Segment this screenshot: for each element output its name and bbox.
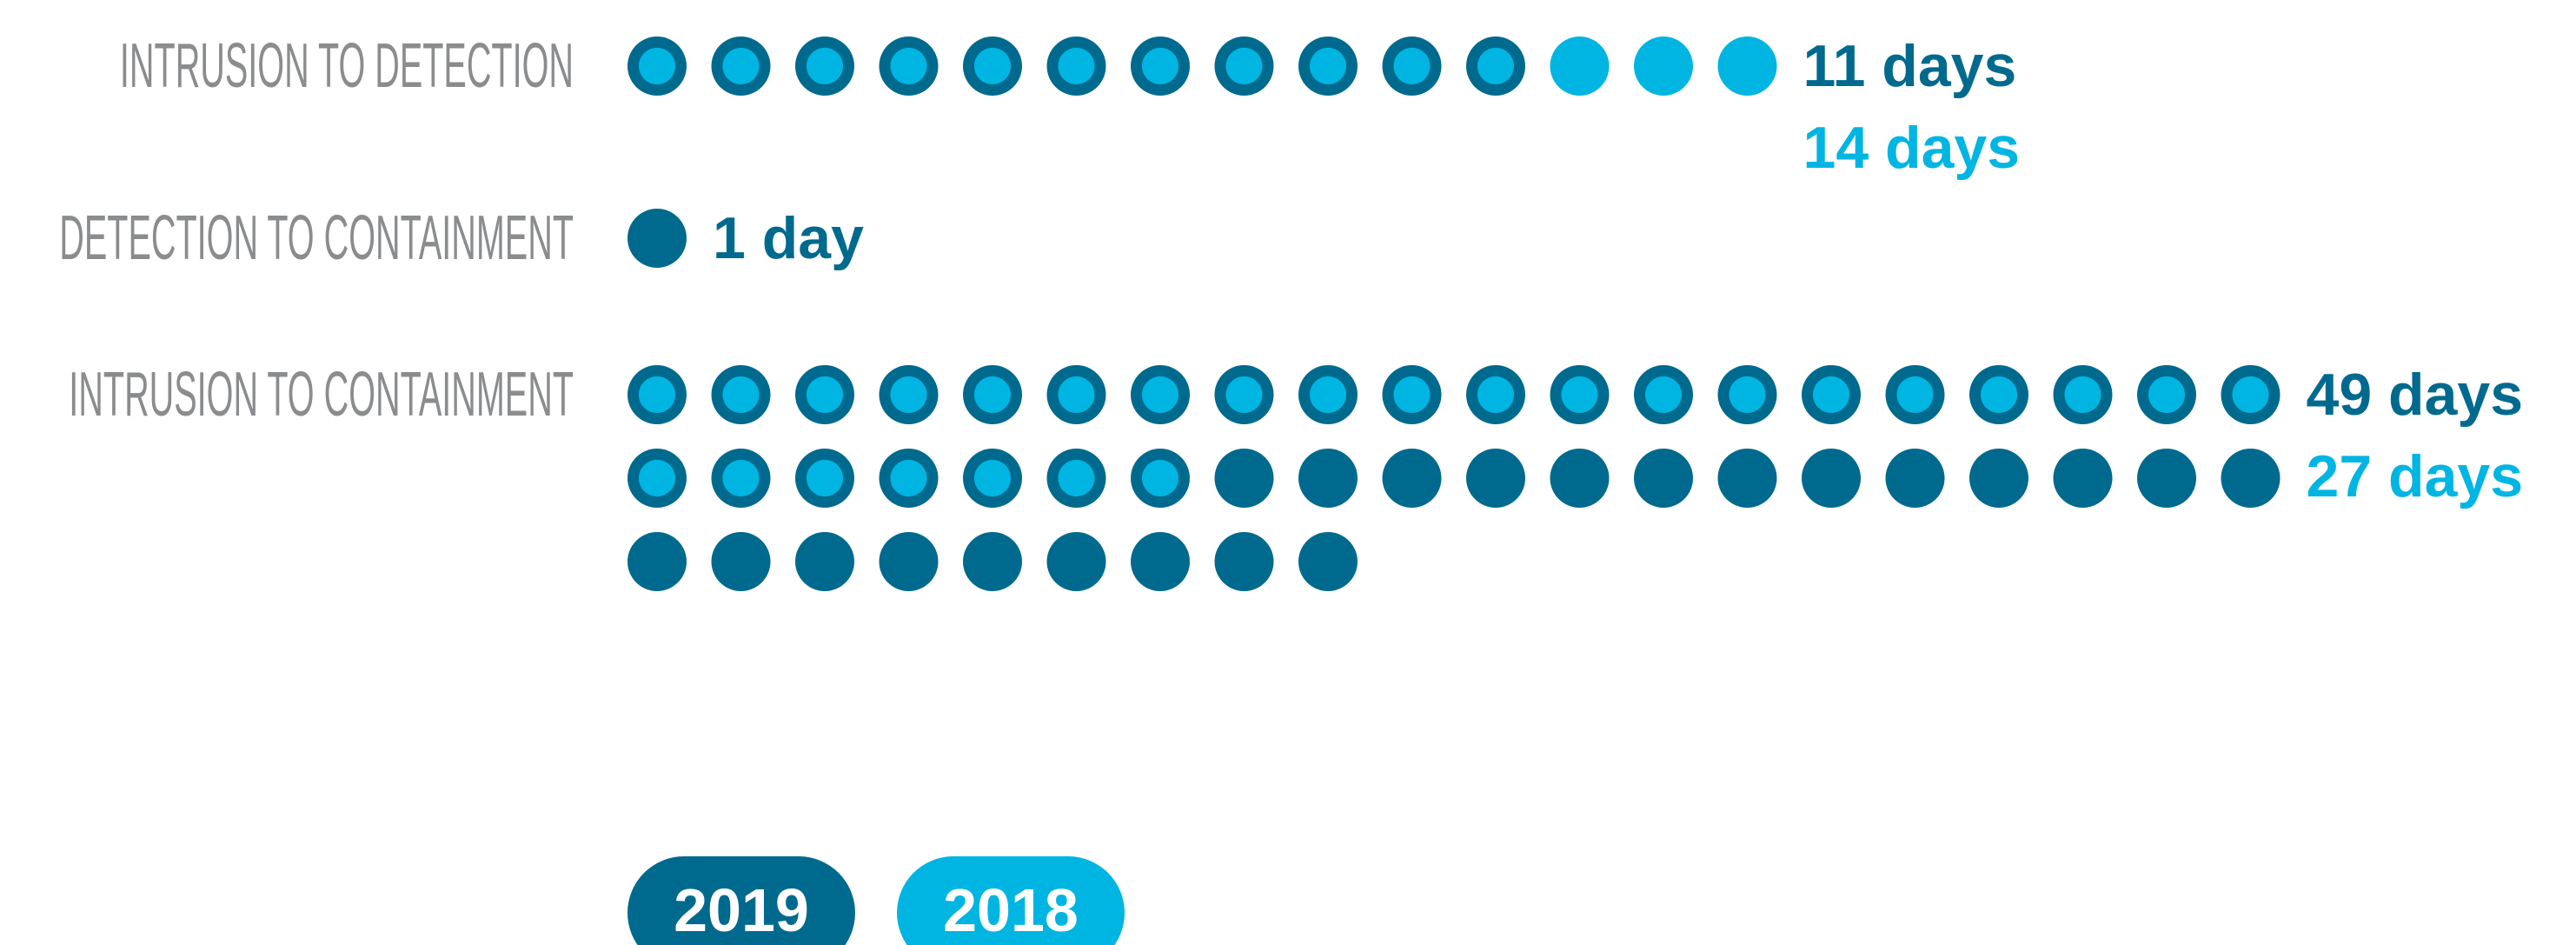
dot	[1717, 449, 1777, 508]
dot-inner	[722, 376, 760, 414]
dot-inner	[1561, 376, 1598, 414]
value-label: 27 days	[2307, 443, 2524, 509]
dot-inner	[1141, 376, 1179, 414]
legend-label: 2018	[943, 876, 1079, 944]
dot	[2137, 449, 2196, 508]
dot	[627, 532, 687, 591]
dot-inner	[1477, 47, 1515, 85]
category-label: INTRUSION TO DETECTION	[120, 31, 574, 102]
dot	[1634, 449, 1693, 508]
dot-inner	[1141, 47, 1179, 85]
value-label: 11 days	[1803, 33, 2017, 99]
dot-inner	[1058, 376, 1095, 414]
dot-inner	[1141, 459, 1179, 497]
value-label: 14 days	[1803, 115, 2021, 181]
dot	[1298, 449, 1358, 508]
dot	[1382, 449, 1442, 508]
dot	[1634, 37, 1693, 96]
dot-inner	[1477, 376, 1515, 414]
dot-inner	[722, 47, 760, 85]
dot	[1298, 532, 1358, 591]
dot-inner	[1225, 376, 1263, 414]
dot	[627, 209, 687, 268]
dot	[2221, 449, 2281, 508]
category-label: DETECTION TO CONTAINMENT	[59, 203, 574, 274]
dot	[1214, 449, 1274, 508]
dot-inner	[973, 376, 1012, 414]
dot-inner	[1058, 459, 1095, 497]
dot	[1885, 449, 1945, 508]
dot	[1214, 532, 1274, 591]
dot-inner	[973, 47, 1012, 85]
dot	[1131, 532, 1190, 591]
dot	[1046, 532, 1106, 591]
dot	[1550, 37, 1610, 96]
dot-inner	[638, 459, 676, 497]
dot-inner	[1309, 376, 1347, 414]
dot	[2053, 449, 2113, 508]
dot-inner	[1644, 376, 1683, 414]
value-label: 1 day	[713, 205, 864, 271]
dot	[1802, 449, 1861, 508]
dot-inner	[973, 459, 1012, 497]
legend-swatch	[897, 856, 1125, 945]
dot-inner	[638, 47, 676, 85]
dot-inner	[1309, 47, 1347, 85]
dot-inner	[1225, 47, 1263, 85]
category-label-group: INTRUSION TO CONTAINMENT	[69, 360, 574, 430]
dot-inner	[890, 376, 927, 414]
dot-inner	[1393, 47, 1431, 85]
dot	[795, 532, 854, 591]
category-label-group: INTRUSION TO DETECTION	[120, 31, 574, 102]
dot-inner	[1729, 376, 1766, 414]
legend-swatch	[627, 856, 855, 945]
dot-inner	[1812, 376, 1850, 414]
dot-inner	[806, 459, 844, 497]
dot	[963, 532, 1022, 591]
dot-inner	[2232, 376, 2269, 414]
category-label: INTRUSION TO CONTAINMENT	[69, 360, 574, 430]
category-label-group: DETECTION TO CONTAINMENT	[59, 203, 574, 274]
dot-inner	[890, 459, 927, 497]
dot	[1466, 449, 1525, 508]
dot-inner	[1896, 376, 1934, 414]
dot	[1717, 37, 1777, 96]
dot	[879, 532, 939, 591]
value-label: 49 days	[2307, 362, 2524, 428]
dot-inner	[722, 459, 760, 497]
dot-inner	[1393, 376, 1431, 414]
dot-inner	[1980, 376, 2018, 414]
dot-inner	[806, 47, 844, 85]
dot-inner	[806, 376, 844, 414]
dot	[1550, 449, 1610, 508]
dot	[1969, 449, 2028, 508]
dot-inner	[2148, 376, 2186, 414]
dot-inner	[1058, 47, 1095, 85]
legend-label: 2019	[674, 876, 809, 944]
dot-inner	[638, 376, 676, 414]
dot-inner	[2064, 376, 2101, 414]
dot	[711, 532, 771, 591]
dot-inner	[890, 47, 927, 85]
